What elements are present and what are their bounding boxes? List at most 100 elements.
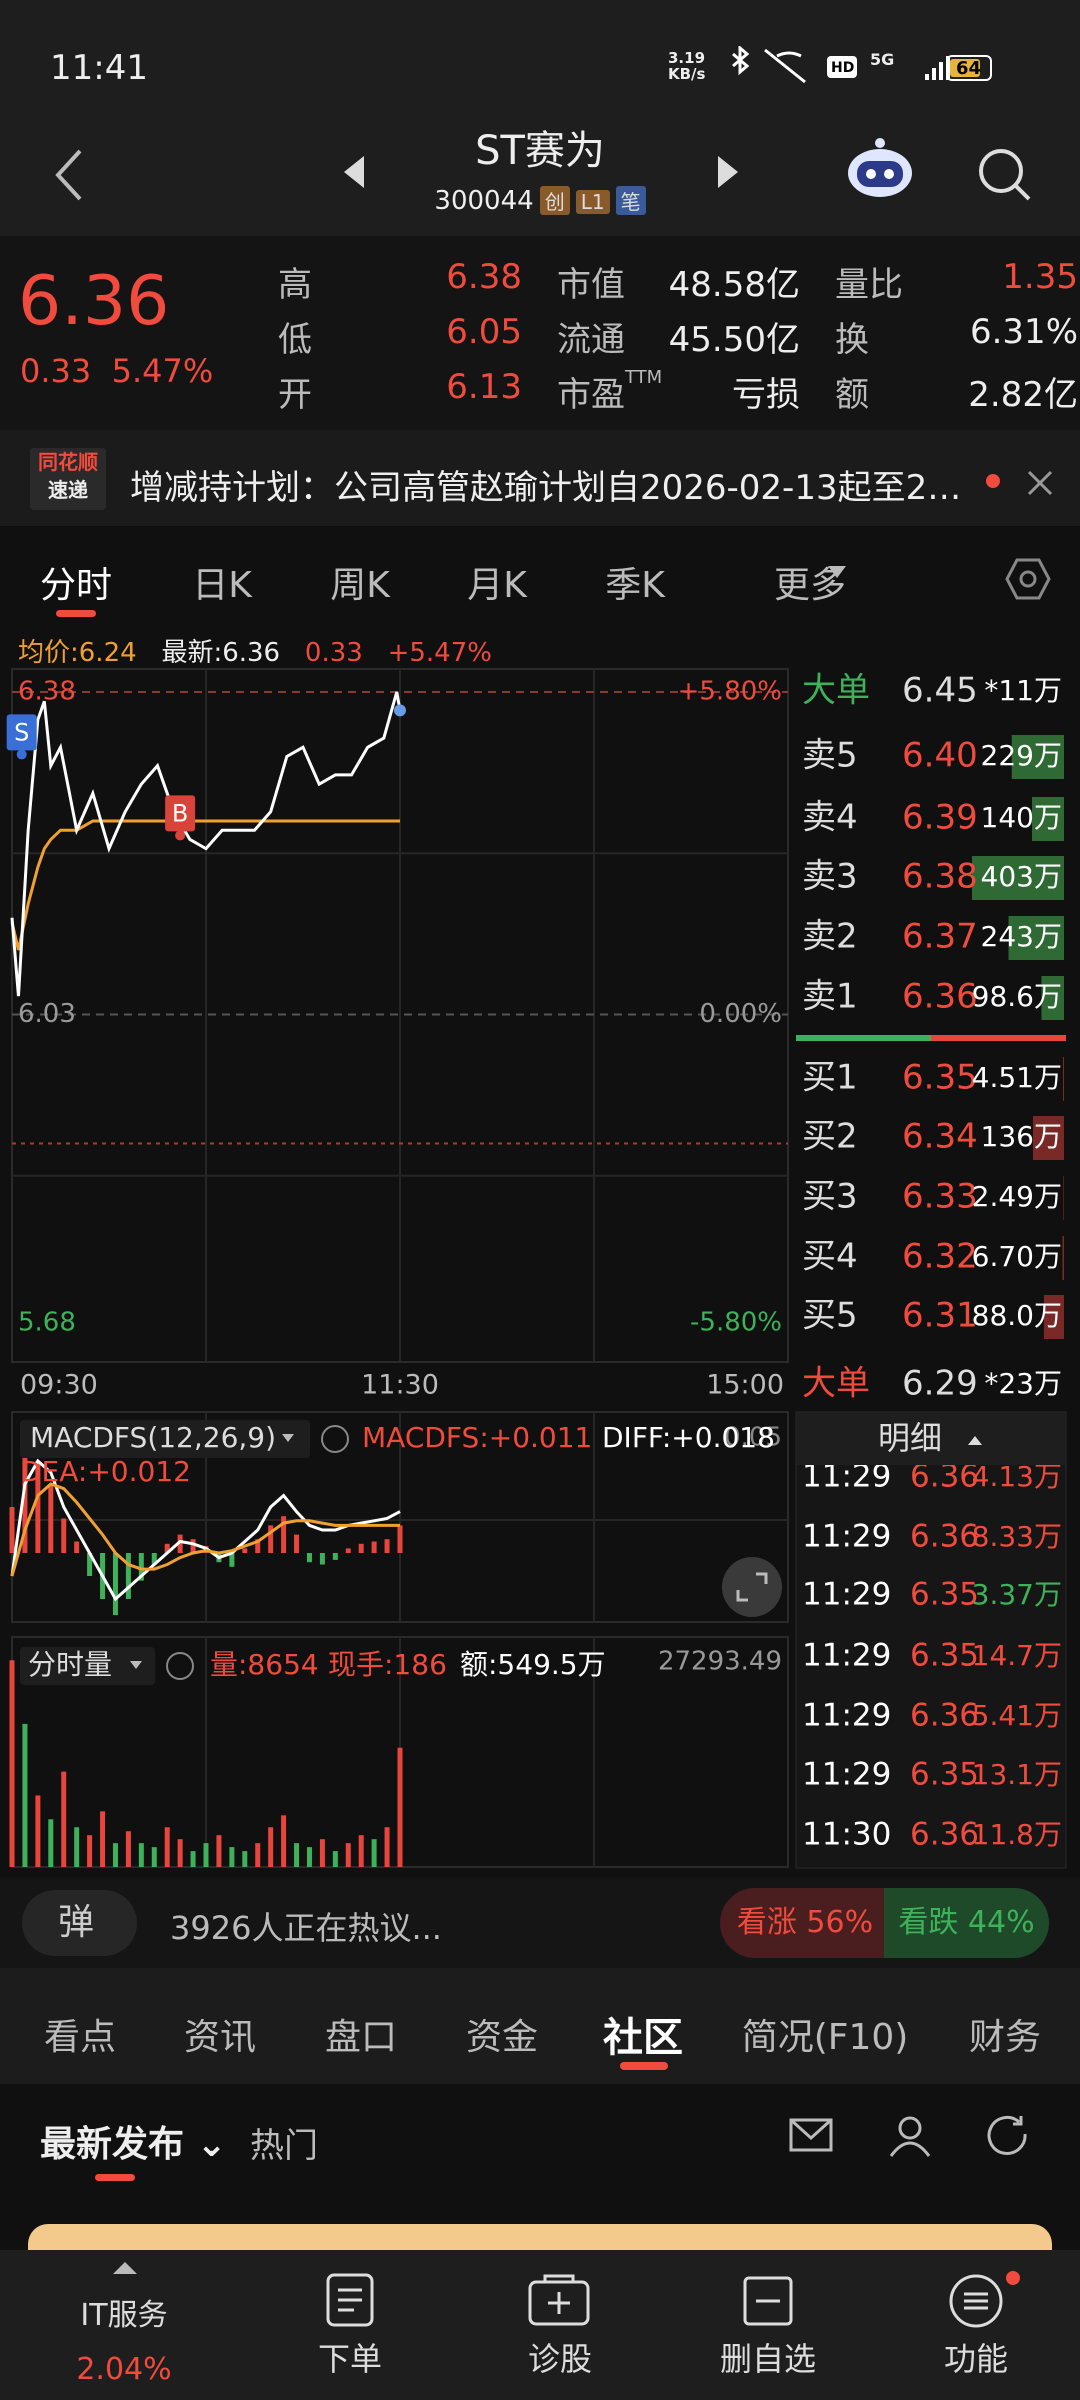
macd-bar bbox=[345, 1548, 351, 1553]
diff-value: DIFF:+0.018 bbox=[602, 1421, 775, 1454]
chart-tab[interactable]: 分时 bbox=[39, 565, 112, 606]
depth-bar bbox=[1062, 1236, 1064, 1280]
bottom-tabs-bg bbox=[0, 1968, 1080, 2084]
stat-value: 6.13 bbox=[446, 367, 522, 407]
bottom-tab[interactable]: 看点 bbox=[43, 2017, 116, 2058]
level-label: 卖5 bbox=[802, 736, 858, 776]
volume-max: 27293.49 bbox=[658, 1647, 782, 1677]
detail-vol: 4.13万 bbox=[972, 1460, 1062, 1493]
big-order-label: 大单 bbox=[802, 671, 870, 711]
chart-tab[interactable]: 季K bbox=[605, 565, 665, 606]
nav-item[interactable]: 功能 bbox=[943, 2340, 1008, 2378]
big-order-price: 6.45 bbox=[902, 671, 978, 711]
volume-bar bbox=[345, 1843, 351, 1867]
stat-label: 低 bbox=[278, 320, 312, 360]
back-button[interactable] bbox=[50, 145, 90, 205]
speed-unit: KB/s bbox=[668, 65, 706, 83]
bottom-tab[interactable]: 社区 bbox=[603, 2015, 683, 2061]
charts: 5.68 -5.80% 6.03 0.00% 6.38 +5.80% 09:30 11:30 1… bbox=[6, 668, 1067, 1869]
bottom-tab[interactable]: 资金 bbox=[465, 2017, 538, 2058]
volume-bar bbox=[151, 1847, 157, 1867]
big-order-vol: *11万 bbox=[984, 674, 1062, 707]
pct-tick-label: -5.80% bbox=[690, 1308, 782, 1338]
logo-line: 速递 bbox=[48, 478, 88, 502]
bear-button[interactable]: 看跌 44% bbox=[884, 1888, 1049, 1958]
macd-bar bbox=[74, 1541, 80, 1553]
news-logo: 同花顺 速递 bbox=[30, 448, 106, 510]
depth-bar bbox=[1008, 916, 1064, 960]
nav-item[interactable]: 下单 bbox=[317, 2340, 382, 2378]
danmu-toggle[interactable]: 弹 bbox=[22, 1890, 137, 1956]
detail-price: 6.36 bbox=[910, 1519, 979, 1555]
nav-icons bbox=[326, 2271, 1020, 2328]
badges: 创 L1 笔 bbox=[534, 186, 646, 216]
detail-title: 明细 bbox=[878, 1419, 942, 1457]
chart-tab[interactable]: 更多 bbox=[773, 565, 846, 606]
volume-bar bbox=[255, 1843, 261, 1867]
feed-tab-active[interactable]: 最新发布 ⌄ bbox=[40, 2124, 227, 2165]
hand-value: 现手:186 bbox=[328, 1648, 447, 1681]
detail-price: 6.35 bbox=[910, 1577, 979, 1613]
volume-bar bbox=[74, 1827, 80, 1867]
detail-time: 11:30 bbox=[802, 1817, 891, 1853]
detail-price: 6.36 bbox=[910, 1698, 979, 1734]
chart-tab[interactable]: 月K bbox=[467, 565, 527, 606]
volume-bar bbox=[125, 1831, 131, 1867]
detail-header bbox=[797, 1413, 1065, 1465]
stat-label: 流通 bbox=[557, 320, 625, 360]
macd-tick-label: 0.05 bbox=[724, 1423, 782, 1453]
depth-bar bbox=[1032, 797, 1064, 841]
search-icon[interactable] bbox=[975, 145, 1035, 205]
level-label: 买5 bbox=[802, 1296, 858, 1336]
price-line bbox=[10, 691, 402, 997]
feed-tab[interactable]: 热门 bbox=[250, 2126, 318, 2166]
bottom-tab[interactable]: 简况(F10) bbox=[741, 2017, 909, 2058]
volume-bar bbox=[87, 1835, 93, 1867]
net-type: 5G bbox=[870, 50, 895, 69]
level-vol: 98.6万 bbox=[972, 980, 1062, 1013]
bottom-tab[interactable]: 盘口 bbox=[324, 2017, 397, 2058]
macd-bar bbox=[358, 1543, 364, 1553]
depth-bar bbox=[1041, 976, 1064, 1020]
stat-sup: TTM bbox=[625, 367, 663, 388]
bottom-tab-underline bbox=[620, 2062, 668, 2070]
detail-bg bbox=[795, 1411, 1067, 1869]
macd-bar bbox=[87, 1553, 93, 1576]
bottom-tab[interactable]: 财务 bbox=[968, 2017, 1041, 2058]
nav-item[interactable]: 诊股 bbox=[527, 2340, 592, 2378]
chart-tab[interactable]: 周K bbox=[330, 565, 390, 606]
bottom-tab[interactable]: 资讯 bbox=[183, 2017, 256, 2058]
detail-arrow bbox=[968, 1436, 982, 1445]
nav-sector[interactable]: IT服务 bbox=[80, 2298, 168, 2333]
amount-value: 额:549.5万 bbox=[460, 1648, 606, 1681]
nav-item[interactable]: 删自选 bbox=[719, 2340, 816, 2378]
next-stock[interactable] bbox=[712, 152, 742, 192]
y-tick-label: 5.68 bbox=[18, 1308, 76, 1338]
macd-bar bbox=[22, 1449, 28, 1553]
macd-bar bbox=[294, 1534, 300, 1553]
detail-vol: 11.8万 bbox=[972, 1818, 1062, 1851]
level-label: 买1 bbox=[802, 1058, 858, 1098]
volume-bar bbox=[48, 1819, 54, 1867]
news-banner[interactable] bbox=[0, 430, 1080, 526]
book-divider-green bbox=[796, 1035, 931, 1041]
discuss-text: 3926人正在热议... bbox=[170, 1909, 442, 1947]
chart-tab[interactable]: 日K bbox=[192, 565, 252, 606]
prev-stock[interactable] bbox=[340, 152, 370, 192]
depth-bar bbox=[1011, 735, 1064, 779]
settings-icon[interactable] bbox=[1005, 556, 1051, 602]
bull-button[interactable]: 看涨 56% bbox=[720, 1888, 890, 1958]
trade-marker bbox=[165, 795, 196, 832]
robot-icon[interactable] bbox=[845, 135, 915, 205]
code-row: 300044 创 L1 笔 bbox=[340, 186, 740, 216]
stat-value: 48.58亿 bbox=[668, 265, 800, 305]
level-vol: 4.51万 bbox=[972, 1061, 1062, 1094]
stat-label: 额 bbox=[835, 375, 869, 415]
level-vol: 229万 bbox=[981, 739, 1062, 772]
stat-label: 市盈TTM bbox=[557, 367, 663, 415]
feed-icons[interactable] bbox=[785, 2112, 1055, 2162]
macd-bar bbox=[112, 1553, 118, 1616]
close-news[interactable] bbox=[1025, 468, 1055, 498]
depth-bar bbox=[972, 856, 1064, 900]
